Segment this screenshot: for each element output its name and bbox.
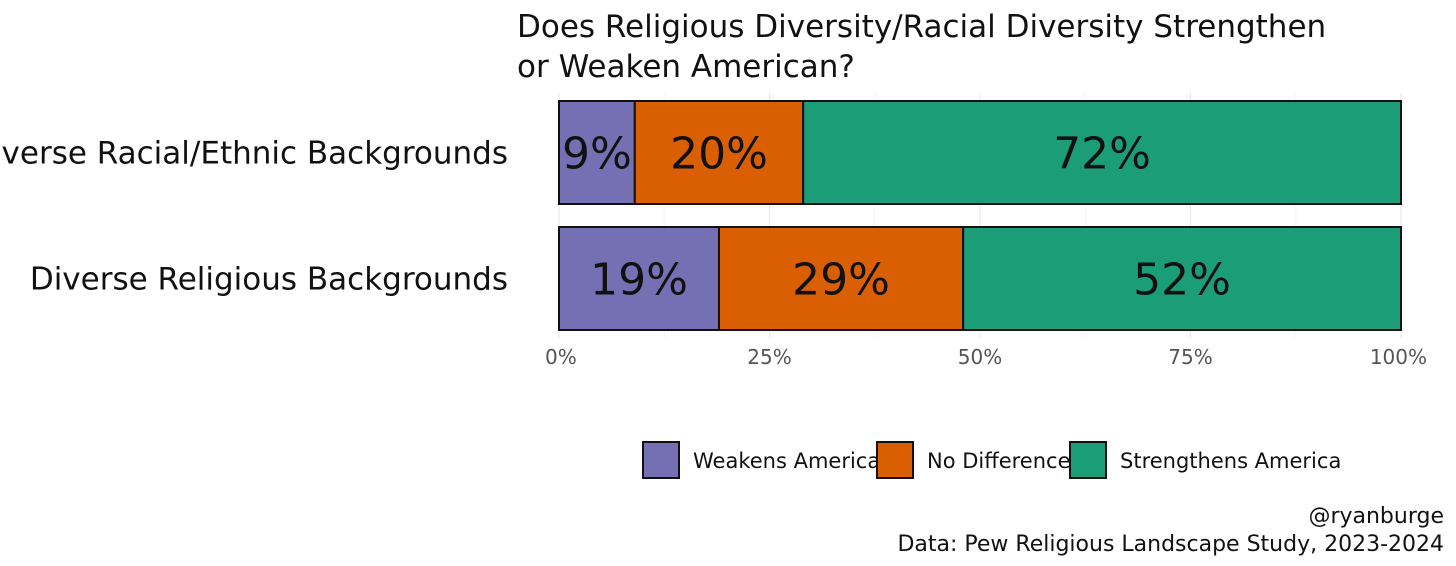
bar-segment: [717, 226, 965, 331]
source-text: Data: Pew Religious Landscape Study, 202…: [897, 532, 1444, 557]
bar-value-label: 9%: [562, 129, 632, 180]
x-tick-label: 0%: [545, 345, 577, 369]
x-tick-label: 25%: [747, 345, 791, 369]
chart-title-line-1: Does Religious Diversity/Racial Diversit…: [517, 9, 1326, 45]
bar-value-label: 52%: [1133, 255, 1231, 306]
x-tick-label: 100%: [1370, 345, 1427, 369]
category-labels: Diverse Racial/Ethnic Backgrounds Diverse…: [0, 136, 508, 298]
legend-swatch: [1069, 441, 1107, 479]
bar-segment: [558, 226, 720, 331]
x-axis-ticks: 0% 25% 50% 75% 100%: [545, 345, 1427, 369]
bar-segment: [633, 100, 805, 205]
bar-segment: [962, 226, 1402, 331]
bar-value-label: 29%: [792, 255, 890, 306]
bar-value-label: 72%: [1053, 129, 1151, 180]
legend-swatch: [642, 441, 680, 479]
legend-label: Strengthens America: [1120, 449, 1341, 473]
legend-label: No Difference: [927, 449, 1071, 473]
x-tick-label: 75%: [1168, 345, 1212, 369]
credit-text: @ryanburge: [1308, 504, 1444, 529]
bar-segment: [802, 100, 1402, 205]
bar-value-label: 20%: [670, 129, 768, 180]
legend-label: Weakens America: [693, 449, 880, 473]
category-label: Diverse Religious Backgrounds: [30, 262, 508, 298]
bar-value-label: 19%: [590, 255, 688, 306]
bars: 9% 20% 72% 19% 29% 52%: [558, 100, 1402, 331]
legend-swatch: [876, 441, 914, 479]
legend: Weakens America No Difference Strengthens …: [642, 441, 1341, 479]
chart-title-line-2: or Weaken American?: [517, 49, 855, 85]
x-tick-label: 50%: [958, 345, 1002, 369]
category-label: Diverse Racial/Ethnic Backgrounds: [0, 136, 508, 172]
